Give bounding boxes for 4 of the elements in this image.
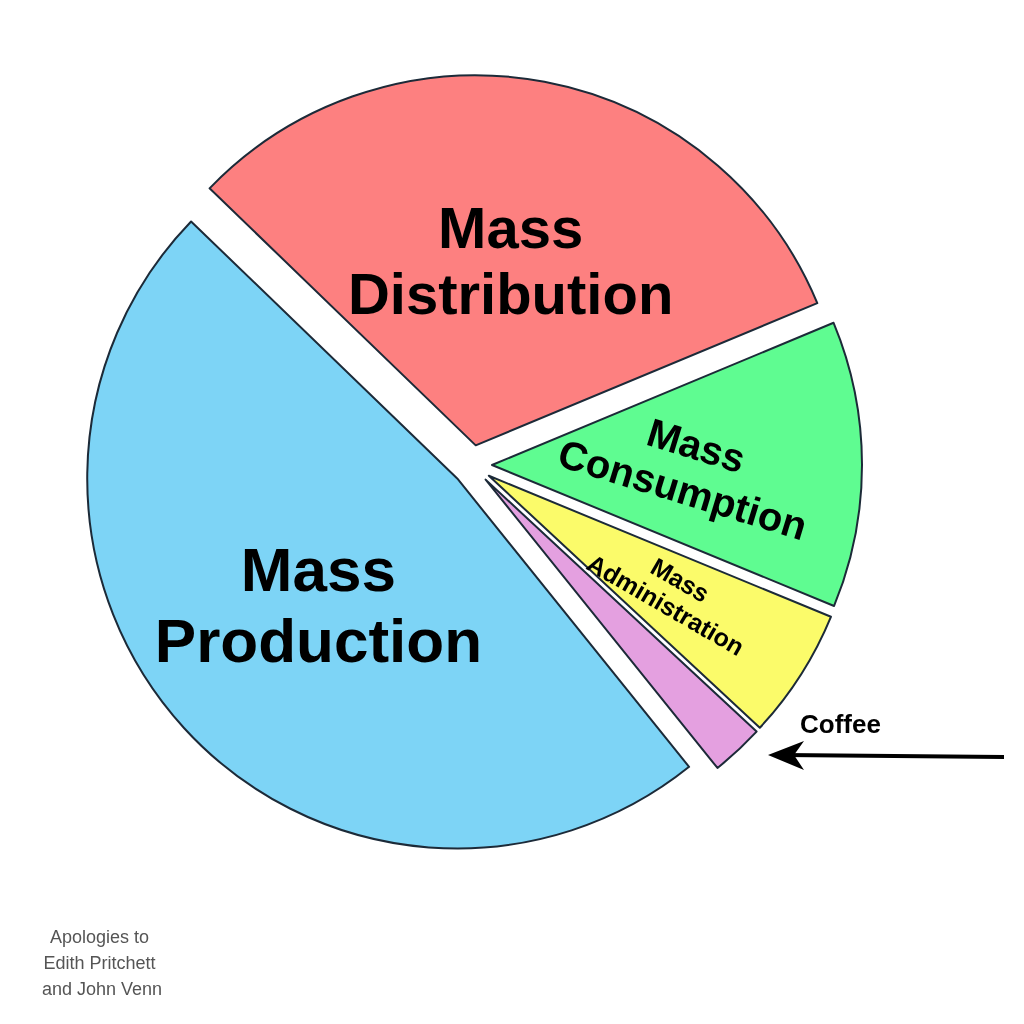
slice-label: Mass Distribution [347,194,674,327]
slice-label: Coffee [800,709,881,739]
text: Apologies to Edith Pritchett and John Venn [41,927,163,999]
slice-label: Mass Production [154,535,482,676]
